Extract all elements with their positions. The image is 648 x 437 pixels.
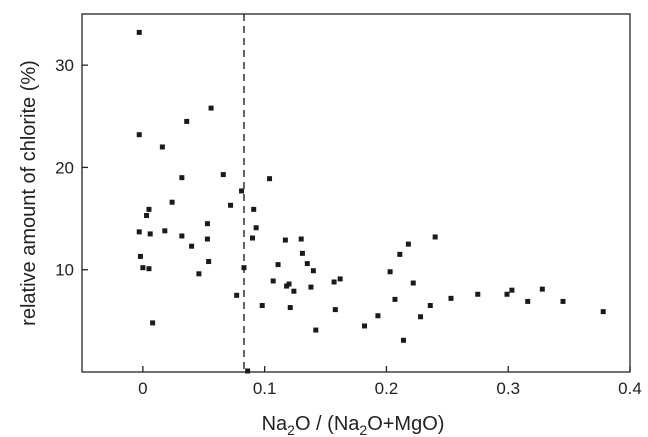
data-point	[308, 284, 314, 290]
plot-frame	[81, 13, 631, 373]
data-point	[600, 309, 606, 315]
data-point	[392, 296, 398, 302]
data-point	[400, 337, 406, 343]
data-point	[560, 298, 566, 304]
data-point	[144, 213, 150, 219]
y-tick-label: 10	[55, 261, 74, 280]
x-axis-title-part: O / (Na	[295, 413, 360, 435]
data-point	[410, 280, 416, 286]
data-point	[146, 266, 152, 272]
data-point	[137, 253, 143, 259]
data-point	[140, 265, 146, 271]
data-point	[504, 291, 510, 297]
x-axis-title-subscript: 2	[359, 422, 367, 437]
x-axis-title-subscript: 2	[287, 422, 295, 437]
data-point	[397, 251, 403, 257]
data-point	[299, 250, 305, 256]
data-point	[332, 307, 338, 313]
data-point	[253, 225, 259, 231]
data-point	[304, 261, 310, 267]
x-tick-label: 0.4	[618, 379, 642, 398]
data-point	[475, 291, 481, 297]
tick-labels: 0 0.1 0.2 0.3 0.4 10 20 30	[55, 56, 642, 398]
data-point	[189, 243, 195, 249]
data-point	[147, 231, 153, 237]
data-point	[427, 303, 433, 309]
x-axis-title-part: Na	[262, 413, 288, 435]
x-tick-label: 0.2	[375, 379, 399, 398]
x-tick-label: 0	[138, 379, 147, 398]
data-point	[259, 303, 265, 309]
data-point	[337, 276, 343, 282]
data-point	[331, 279, 337, 285]
data-point	[291, 288, 297, 294]
data-point	[298, 236, 304, 242]
data-point	[448, 295, 454, 301]
data-point	[169, 199, 175, 205]
data-point	[387, 269, 393, 275]
data-point	[136, 29, 142, 35]
data-point	[220, 172, 226, 178]
data-point	[159, 144, 165, 150]
x-axis-title: Na2O / (Na2O+MgO)	[262, 413, 445, 437]
y-tick-label: 20	[55, 158, 74, 177]
data-point	[150, 320, 156, 326]
data-point	[286, 281, 292, 287]
y-tick-label: 30	[55, 56, 74, 75]
data-point	[136, 132, 142, 138]
y-axis-title: relative amount of chlorite (%)	[18, 60, 40, 326]
data-point	[162, 228, 168, 234]
data-point	[251, 206, 257, 212]
data-point	[146, 206, 152, 212]
data-point	[184, 118, 190, 124]
data-point	[509, 287, 515, 293]
x-axis-title-part: O+MgO)	[367, 413, 444, 435]
data-point	[245, 368, 251, 374]
data-point	[270, 278, 276, 284]
data-point	[228, 202, 234, 208]
data-point	[208, 105, 214, 111]
data-point	[525, 298, 531, 304]
data-point	[179, 233, 185, 239]
data-point	[206, 259, 212, 265]
x-tick-label: 0.3	[496, 379, 520, 398]
axis-ticks	[82, 64, 631, 372]
data-point	[234, 292, 240, 298]
data-points	[136, 29, 606, 374]
data-point	[282, 237, 288, 243]
data-point	[287, 305, 293, 311]
data-point	[362, 323, 368, 329]
data-point	[204, 236, 210, 242]
data-point	[313, 327, 319, 333]
data-point	[179, 175, 185, 181]
data-point	[375, 313, 381, 319]
data-point	[241, 265, 247, 271]
data-point	[275, 262, 281, 268]
data-point	[136, 229, 142, 235]
data-point	[418, 314, 424, 320]
data-point	[310, 268, 316, 274]
data-point	[239, 188, 245, 194]
x-tick-label: 0.1	[253, 379, 277, 398]
data-point	[249, 235, 255, 241]
data-point	[539, 286, 545, 292]
data-point	[204, 221, 210, 227]
data-point	[432, 234, 438, 240]
data-point	[405, 241, 411, 247]
data-point	[267, 176, 273, 182]
data-point	[196, 271, 202, 277]
